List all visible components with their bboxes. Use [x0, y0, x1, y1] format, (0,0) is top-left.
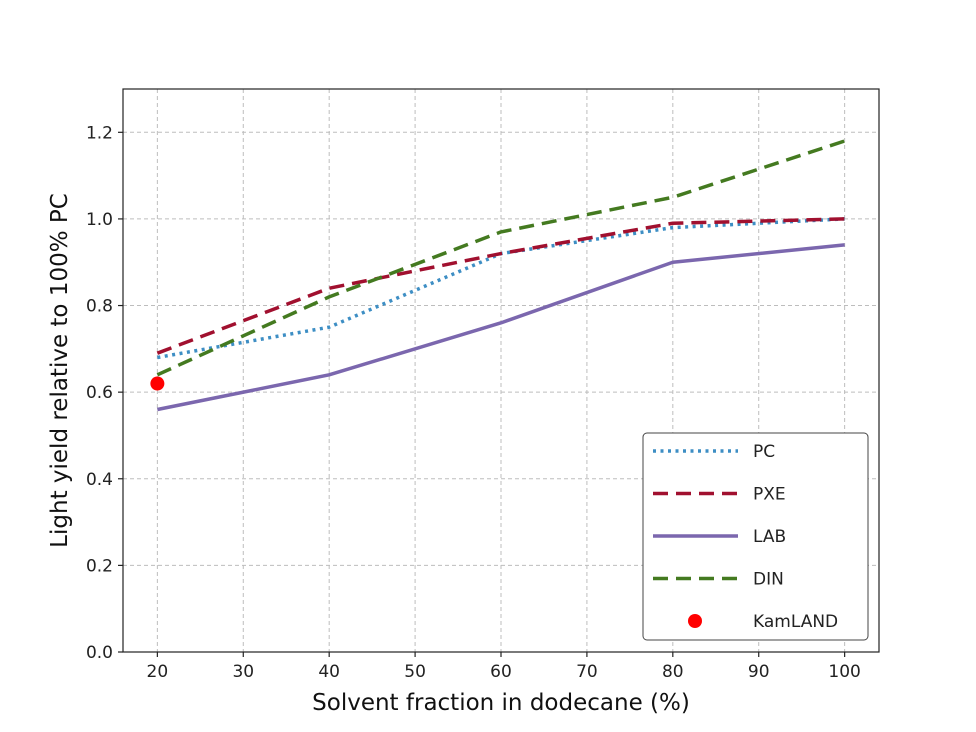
y-tick-label: 0.4 [86, 470, 113, 490]
legend-pxe-label: PXE [753, 485, 786, 505]
x-axis-label: Solvent fraction in dodecane (%) [312, 690, 690, 716]
series-lab-line [157, 243, 845, 412]
x-tick-label: 30 [232, 662, 254, 682]
series-layer [150, 139, 846, 412]
legend: PC PXE LAB DIN KamLAND [642, 432, 869, 641]
x-tick-label: 50 [404, 662, 426, 682]
series-kamland-point [150, 376, 165, 391]
x-tick-label: 80 [662, 662, 684, 682]
y-tick-label: 0.8 [86, 297, 113, 317]
ticks: 20 30 40 50 60 70 80 90 100 0.0 0.2 0.4 0.6 0.8 1.0 1.2 [86, 123, 861, 682]
y-tick-label: 1.2 [86, 123, 113, 143]
legend-din-label: DIN [753, 570, 784, 590]
legend-kamland-label: KamLAND [753, 612, 838, 632]
series-pxe-line [156, 217, 845, 355]
y-axis-label: Light yield relative to 100% PC [47, 193, 73, 548]
legend-box [642, 432, 869, 641]
x-tick-label: 60 [490, 662, 512, 682]
x-tick-label: 100 [828, 662, 860, 682]
grid [123, 89, 879, 653]
y-tick-label: 1.0 [86, 210, 113, 230]
x-tick-label: 20 [147, 662, 169, 682]
y-tick-label: 0.6 [86, 383, 113, 403]
y-tick-label: 0.2 [86, 556, 113, 576]
y-tick-label: 0.0 [86, 643, 113, 663]
legend-kamland-swatch [688, 614, 702, 628]
legend-pc-label: PC [753, 442, 775, 462]
x-tick-label: 90 [748, 662, 770, 682]
series-din-line [156, 139, 846, 377]
legend-lab-label: LAB [753, 527, 786, 547]
x-tick-label: 40 [318, 662, 340, 682]
x-tick-label: 70 [576, 662, 598, 682]
